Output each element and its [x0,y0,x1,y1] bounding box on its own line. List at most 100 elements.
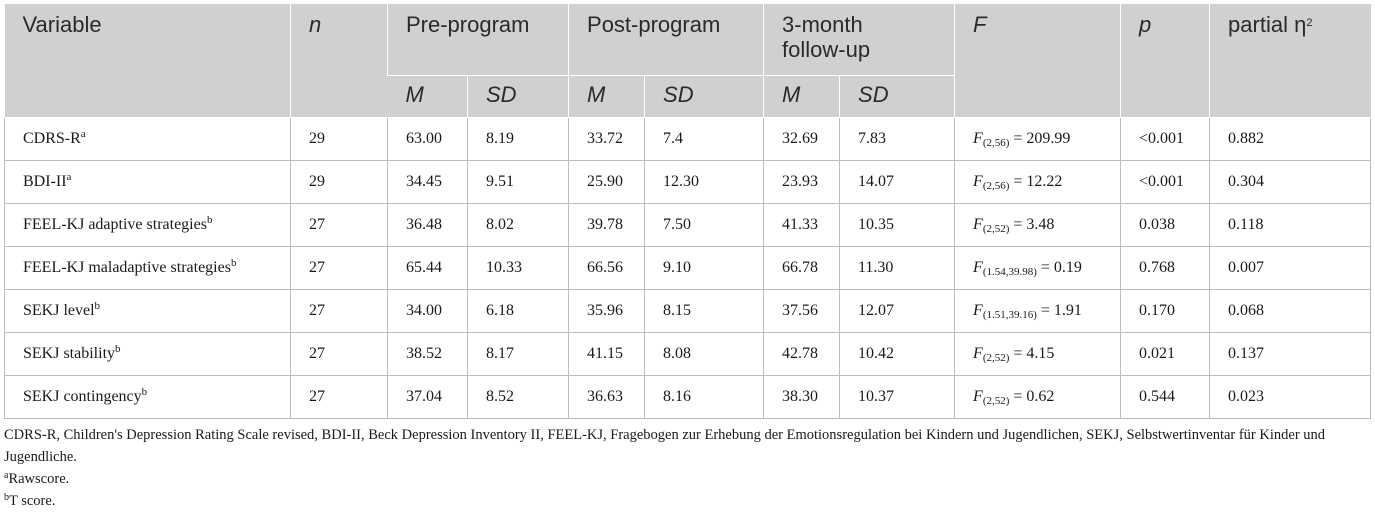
header-fu-m: M [763,75,840,118]
cell-p: 0.170 [1120,289,1211,333]
cell-eta: 0.007 [1209,246,1372,290]
cell-n: 29 [290,117,388,161]
f-df: (2,56) [982,137,1010,149]
results-table: Variable n Pre-program Post-program 3-mo… [4,4,1372,419]
cell-f: F(2,56) = 209.99 [954,117,1122,161]
cell-post-m: 35.96 [568,289,646,333]
f-df: (2,52) [982,352,1010,364]
f-value: = 3.48 [1009,216,1055,233]
cell-fu-m: 37.56 [763,289,841,333]
header-follow-up: 3-month follow-up [763,4,955,76]
table-row: FEEL-KJ maladaptive strategiesb 27 65.44 10… [4,246,1372,290]
variable-name: FEEL-KJ maladaptive strategies [23,259,231,276]
f-value: = 4.15 [1009,345,1055,362]
cell-post-sd: 12.30 [644,160,765,204]
header-post-m: M [568,75,645,118]
cell-post-m: 36.63 [568,375,646,419]
f-df: (2,52) [982,395,1010,407]
cell-pre-m: 38.52 [387,332,468,376]
cell-p: 0.768 [1120,246,1211,290]
table-row: SEKJ stabilityb 27 38.52 8.17 41.15 8.08 42.78… [4,332,1372,376]
cell-fu-m: 38.30 [763,375,841,419]
f-df: (1.51,39.16) [982,309,1037,321]
variable-name: CDRS-R [23,130,81,147]
cell-post-sd: 8.16 [644,375,765,419]
cell-fu-m: 42.78 [763,332,841,376]
cell-pre-sd: 8.19 [466,117,570,161]
footnote-abbreviations: CDRS-R, Children's Depression Rating Sca… [4,427,1326,465]
cell-pre-sd: 9.51 [466,160,570,204]
cell-pre-sd: 10.33 [466,246,570,290]
cell-f: F(2,52) = 3.48 [954,203,1122,247]
cell-variable: BDI-IIa [4,160,291,204]
f-letter: F [973,173,983,190]
cell-post-sd: 7.50 [644,203,765,247]
cell-pre-sd: 6.18 [466,289,570,333]
cell-variable: SEKJ stabilityb [4,332,291,376]
footnote-a: aRawscore. [4,468,1370,490]
cell-p: <0.001 [1120,160,1211,204]
cell-fu-sd: 10.37 [839,375,956,419]
table-body: CDRS-Ra 29 63.00 8.19 33.72 7.4 32.69 7.83 F(2,5… [4,117,1372,419]
header-f: F [954,4,1121,118]
cell-variable: FEEL-KJ adaptive strategiesb [4,203,291,247]
f-value: = 209.99 [1009,130,1071,147]
cell-post-m: 66.56 [568,246,646,290]
cell-p: 0.021 [1120,332,1211,376]
cell-p: <0.001 [1120,117,1211,161]
cell-eta: 0.023 [1209,375,1372,419]
cell-variable: FEEL-KJ maladaptive strategiesb [4,246,291,290]
cell-eta: 0.304 [1209,160,1372,204]
cell-f: F(2,52) = 0.62 [954,375,1122,419]
footnote-a-text: Rawscore. [8,471,70,487]
cell-variable: SEKJ contingencyb [4,375,291,419]
cell-post-m: 39.78 [568,203,646,247]
cell-post-sd: 7.4 [644,117,765,161]
variable-name: FEEL-KJ adaptive strategies [23,216,207,233]
cell-post-m: 41.15 [568,332,646,376]
table-header: Variable n Pre-program Post-program 3-mo… [4,4,1371,118]
header-pre-program: Pre-program [386,4,569,76]
header-pre-sd: SD [466,75,569,118]
cell-f: F(1.51,39.16) = 1.91 [954,289,1122,333]
cell-eta: 0.137 [1209,332,1372,376]
header-eta-label: partial η [1228,12,1307,37]
cell-fu-sd: 10.35 [839,203,956,247]
header-variable: Variable [4,4,291,118]
cell-post-m: 25.90 [568,160,646,204]
footnote-b: bT score. [4,490,1370,512]
f-df: (1.54,39.98) [982,266,1037,278]
cell-eta: 0.118 [1209,203,1372,247]
cell-post-sd: 9.10 [644,246,765,290]
header-post-program: Post-program [568,4,764,76]
footnote-a-mark: a [4,470,9,481]
f-letter: F [973,388,983,405]
variable-footnote-mark: b [206,214,213,226]
table-row: SEKJ levelb 27 34.00 6.18 35.96 8.15 37.56 12.0… [4,289,1372,333]
cell-n: 29 [290,160,388,204]
cell-pre-m: 34.00 [387,289,468,333]
cell-p: 0.544 [1120,375,1211,419]
cell-fu-sd: 12.07 [839,289,956,333]
f-value: = 0.62 [1009,388,1055,405]
table-row: BDI-IIa 29 34.45 9.51 25.90 12.30 23.93 14.07 F(… [4,160,1372,204]
cell-pre-m: 63.00 [387,117,468,161]
cell-pre-m: 37.04 [387,375,468,419]
cell-f: F(2,52) = 4.15 [954,332,1122,376]
variable-footnote-mark: b [141,386,148,398]
header-follow-up-line2: follow-up [782,37,871,62]
cell-post-m: 33.72 [568,117,646,161]
header-partial-eta: partial η2 [1209,4,1371,118]
f-letter: F [973,130,983,147]
cell-f: F(1.54,39.98) = 0.19 [954,246,1122,290]
f-letter: F [973,345,983,362]
cell-post-sd: 8.08 [644,332,765,376]
variable-footnote-mark: b [230,257,237,269]
cell-variable: SEKJ levelb [4,289,291,333]
cell-n: 27 [290,203,388,247]
variable-footnote-mark: a [66,171,72,183]
header-fu-sd: SD [839,75,955,118]
header-p: p [1120,4,1210,118]
cell-f: F(2,56) = 12.22 [954,160,1122,204]
f-value: = 1.91 [1036,302,1082,319]
